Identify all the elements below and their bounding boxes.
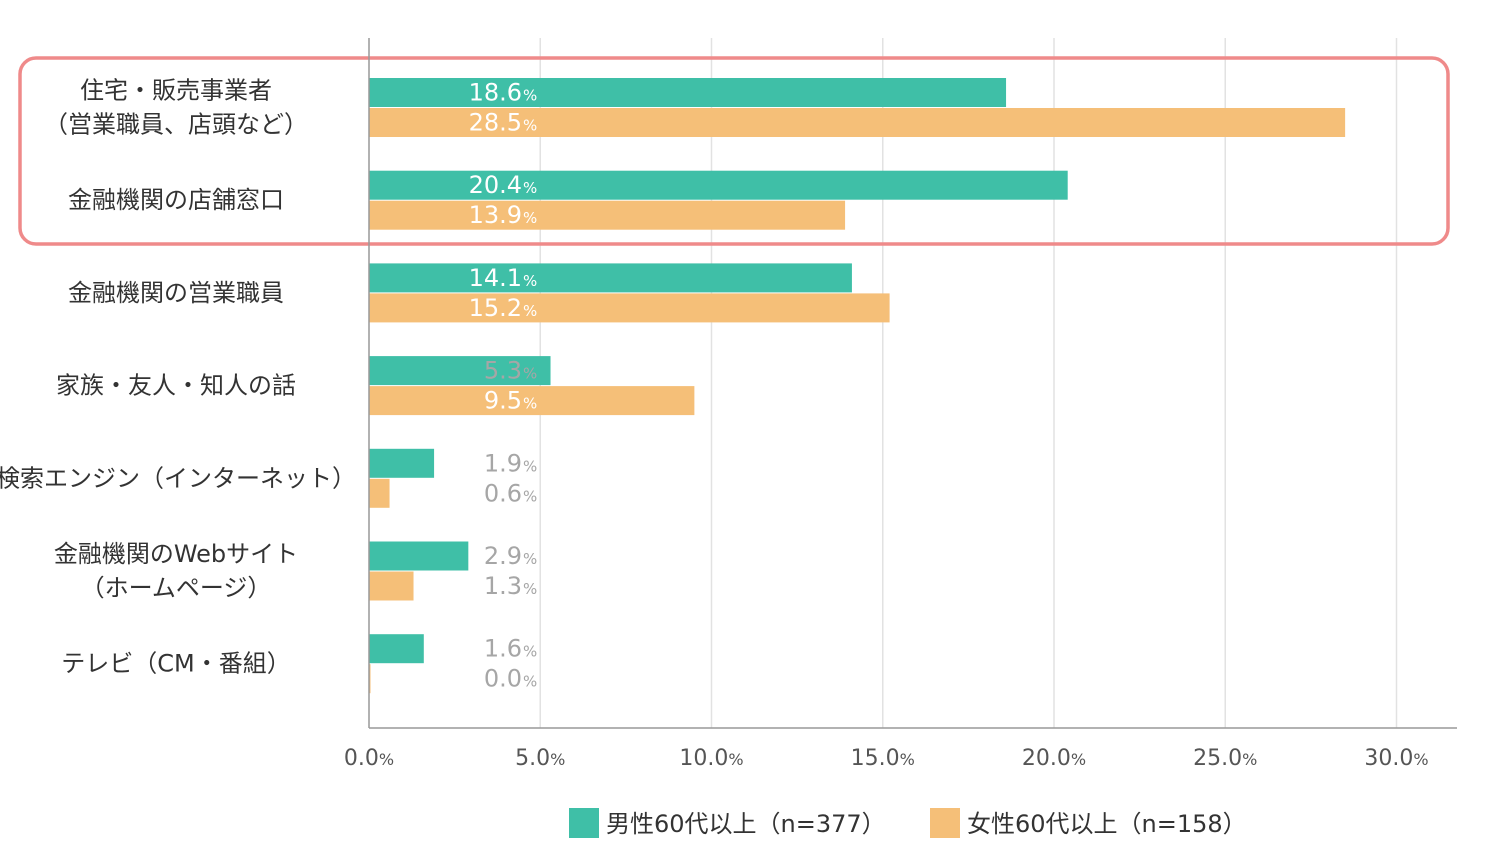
legend-label: 女性60代以上（n=158） xyxy=(967,810,1247,838)
x-tick-label: 30.0% xyxy=(1364,746,1428,771)
legend-swatch xyxy=(569,808,599,838)
category-label: （ホームページ） xyxy=(81,574,272,602)
category-label: テレビ（CM・番組） xyxy=(61,650,290,678)
bars xyxy=(369,78,1346,694)
bar xyxy=(369,634,424,664)
category-label: 検索エンジン（インターネット） xyxy=(0,464,356,492)
data-label-unit: % xyxy=(523,87,537,105)
data-label: 14.1 xyxy=(469,264,522,292)
x-tick-unit: % xyxy=(1413,750,1428,769)
data-label: 15.2 xyxy=(469,294,522,322)
data-label-unit: % xyxy=(523,209,537,227)
bar xyxy=(369,386,695,416)
data-label-unit: % xyxy=(523,302,537,320)
category-label: 家族・友人・知人の話 xyxy=(56,372,296,400)
data-label: 0.0 xyxy=(484,665,522,693)
data-label-unit: % xyxy=(523,487,537,505)
bar xyxy=(369,356,551,386)
x-tick-label: 0.0% xyxy=(344,746,394,771)
bar xyxy=(369,170,1068,200)
x-tick-label: 15.0% xyxy=(851,746,915,771)
data-label-unit: % xyxy=(523,673,537,691)
category-labels: 住宅・販売事業者 （営業職員、店頭など） 金融機関の店舗窓口金融機関の営業職員家族・… xyxy=(0,77,356,678)
grid-lines xyxy=(539,38,1398,728)
bar xyxy=(369,263,852,293)
highlight-group xyxy=(18,56,1450,246)
bar xyxy=(369,200,846,230)
data-label-unit: % xyxy=(523,365,537,383)
x-tick-label: 25.0% xyxy=(1193,746,1257,771)
x-tick-unit: % xyxy=(900,750,915,769)
data-label-unit: % xyxy=(523,457,537,475)
legend-swatch xyxy=(930,808,960,838)
x-tick-unit: % xyxy=(379,750,394,769)
x-tick-label: 20.0% xyxy=(1022,746,1086,771)
legend-label: 男性60代以上（n=377） xyxy=(606,810,886,838)
bar xyxy=(369,478,390,508)
data-label-unit: % xyxy=(523,395,537,413)
data-label-unit: % xyxy=(523,272,537,290)
category-label: 金融機関の営業職員 xyxy=(68,279,284,307)
bar xyxy=(369,448,435,478)
bar xyxy=(369,571,414,601)
data-label: 9.5 xyxy=(484,387,522,415)
value-labels: 18.6 %28.5 %20.4 %13.9 %14.1 %15.2 %5.3 %9.5 %1.… xyxy=(469,79,538,693)
axes: 0.0% 5.0% 10.0% 15.0% 20.0% 25.0% 30.0% xyxy=(344,38,1457,771)
category-label: （営業職員、店頭など） xyxy=(44,111,308,139)
category-label: 金融機関の店舗窓口 xyxy=(68,186,284,214)
bar xyxy=(369,541,469,571)
x-tick-label: 10.0% xyxy=(679,746,743,771)
bar xyxy=(369,78,1007,107)
category-label: 金融機関のWebサイト xyxy=(54,540,298,568)
data-label-unit: % xyxy=(523,550,537,568)
data-label: 2.9 xyxy=(484,542,522,570)
x-tick-unit: % xyxy=(728,750,743,769)
data-label: 28.5 xyxy=(469,109,522,137)
data-label: 5.3 xyxy=(484,357,522,385)
data-label: 20.4 xyxy=(469,171,522,199)
data-label-unit: % xyxy=(523,580,537,598)
data-label: 1.6 xyxy=(484,635,522,663)
data-label-unit: % xyxy=(523,117,537,135)
data-label: 1.3 xyxy=(484,572,522,600)
x-tick-unit: % xyxy=(550,750,565,769)
data-label: 13.9 xyxy=(469,201,522,229)
x-tick-unit: % xyxy=(1071,750,1086,769)
x-tick-label: 5.0% xyxy=(515,746,565,771)
bar xyxy=(369,293,890,323)
x-tick-unit: % xyxy=(1242,750,1257,769)
category-label: 住宅・販売事業者 xyxy=(80,77,272,105)
legend: 男性60代以上（n=377） 女性60代以上（n=158） xyxy=(569,808,1247,838)
bar xyxy=(369,108,1346,137)
highlight-box xyxy=(18,56,1450,246)
data-label-unit: % xyxy=(523,643,537,661)
data-label: 1.9 xyxy=(484,449,522,477)
data-label: 18.6 xyxy=(469,79,522,107)
data-label-unit: % xyxy=(523,179,537,197)
data-label: 0.6 xyxy=(484,479,522,507)
